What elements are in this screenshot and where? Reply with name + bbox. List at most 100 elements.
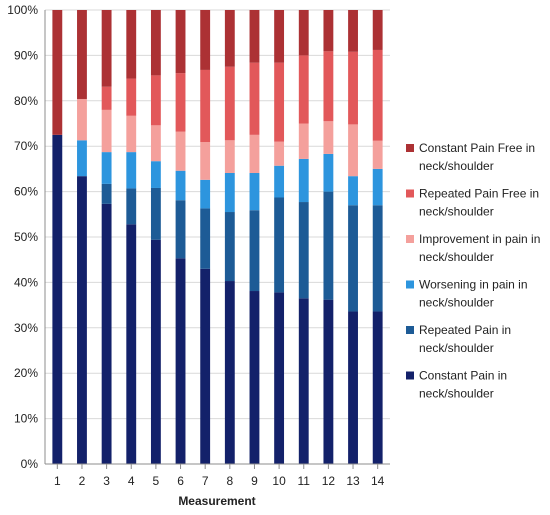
bar-segment	[101, 152, 112, 184]
x-tick-label: 13	[346, 474, 360, 488]
bar-segment	[200, 208, 211, 269]
x-tick-label: 7	[202, 474, 209, 488]
legend-item: Repeated Pain in neck/shoulder	[406, 323, 511, 355]
bar-segment	[101, 10, 112, 87]
legend-item: Constant Pain Free in neck/shoulder	[406, 141, 535, 173]
x-tick-label: 2	[79, 474, 86, 488]
bar-segment	[323, 299, 334, 464]
legend-swatch	[406, 280, 414, 289]
bar-segment	[298, 298, 309, 464]
bar-segment	[101, 203, 112, 464]
legend-item: Repeated Pain Free in neck/shoulder	[406, 187, 539, 219]
legend-swatch	[406, 235, 414, 243]
bar-segment	[77, 98, 87, 141]
bar-segment	[77, 140, 87, 177]
bar-segment	[372, 140, 383, 169]
bar-segment	[126, 188, 137, 225]
bar-segment	[126, 10, 137, 79]
x-tick-label: 5	[153, 474, 160, 488]
bar-segment	[323, 51, 334, 122]
bar-segment	[348, 51, 358, 125]
bar-segment	[175, 131, 186, 171]
bar-segment	[298, 202, 309, 299]
bar-segment	[323, 121, 334, 154]
bar-segment	[348, 205, 358, 312]
x-tick-label: 9	[251, 474, 258, 488]
legend-item: Constant Pain in neck/shoulder	[406, 369, 507, 401]
bar-segment	[274, 292, 285, 464]
bar-segment	[224, 66, 235, 141]
bar-segment	[200, 69, 211, 143]
bar-segment	[150, 75, 161, 126]
bar-segment	[126, 152, 137, 189]
bar-segment	[52, 10, 63, 135]
axes: 0%10%20%30%40%50%60%70%80%90%100%1 2 3 4 5 6 7…	[7, 3, 390, 488]
bar-segment	[200, 10, 211, 70]
legend-swatch	[406, 144, 414, 152]
bar-segment	[200, 142, 211, 180]
bar-segment	[150, 161, 161, 188]
bar-segment	[249, 172, 260, 211]
bar-segment	[126, 78, 137, 116]
grid-lines	[45, 9, 390, 420]
legend-label: Worsening in pain in neck/shoulder	[419, 278, 528, 310]
bar-segment	[77, 176, 87, 464]
bar-segment	[224, 172, 235, 213]
bar-segment	[77, 10, 87, 99]
bar-segment	[274, 165, 285, 198]
y-tick-label: 40%	[14, 275, 38, 289]
bar-segment	[274, 141, 285, 166]
x-axis-title: Measurement	[178, 494, 255, 508]
bar-segment	[249, 210, 260, 292]
legend-item: Improvement in pain in neck/shoulder	[406, 232, 540, 264]
legend-label: Constant Pain Free in neck/shoulder	[419, 141, 535, 173]
bar-segment	[274, 62, 285, 142]
bar-segment	[224, 10, 235, 67]
y-tick-label: 60%	[14, 185, 38, 199]
bar-segment	[372, 49, 383, 141]
legend-label: Constant Pain in neck/shoulder	[419, 369, 507, 401]
bar-segment	[200, 179, 211, 209]
bar-segment	[224, 212, 235, 282]
legend-swatch	[406, 371, 414, 380]
bar-segment	[249, 62, 260, 135]
bar-segment	[249, 291, 260, 464]
x-tick-label: 6	[177, 474, 184, 488]
bar-segment	[274, 197, 285, 293]
bar-segment	[298, 10, 309, 56]
y-tick-label: 80%	[14, 94, 38, 108]
bar-segment	[323, 191, 334, 300]
bar-segment	[175, 73, 186, 132]
legend-label: Repeated Pain Free in neck/shoulder	[419, 187, 539, 219]
bar-segment	[150, 125, 161, 162]
bar-segment	[175, 258, 186, 464]
bar-segment	[298, 55, 309, 124]
bar-segment	[372, 205, 383, 312]
bar-segment	[298, 123, 309, 159]
bar-segment	[323, 10, 334, 52]
y-tick-label: 20%	[14, 366, 38, 380]
x-tick-label: 1	[54, 474, 61, 488]
bar-segment	[224, 140, 235, 173]
y-tick-label: 10%	[14, 412, 38, 426]
bars	[52, 10, 383, 464]
y-tick-label: 50%	[14, 230, 38, 244]
y-tick-label: 90%	[14, 48, 38, 62]
legend-label: Improvement in pain in neck/shoulder	[419, 232, 540, 264]
x-tick-label: 11	[298, 474, 311, 488]
bar-segment	[249, 134, 260, 173]
legend-label: Repeated Pain in neck/shoulder	[419, 323, 511, 355]
bar-segment	[298, 158, 309, 203]
x-tick-label: 8	[226, 474, 233, 488]
bar-segment	[101, 86, 112, 110]
bar-segment	[175, 170, 186, 201]
legend-swatch	[406, 326, 414, 334]
bar-segment	[348, 176, 358, 206]
bar-segment	[323, 153, 334, 192]
y-tick-label: 100%	[7, 3, 38, 17]
x-tick-label: 3	[103, 474, 110, 488]
bar-segment	[52, 134, 63, 464]
bar-segment	[348, 311, 358, 464]
